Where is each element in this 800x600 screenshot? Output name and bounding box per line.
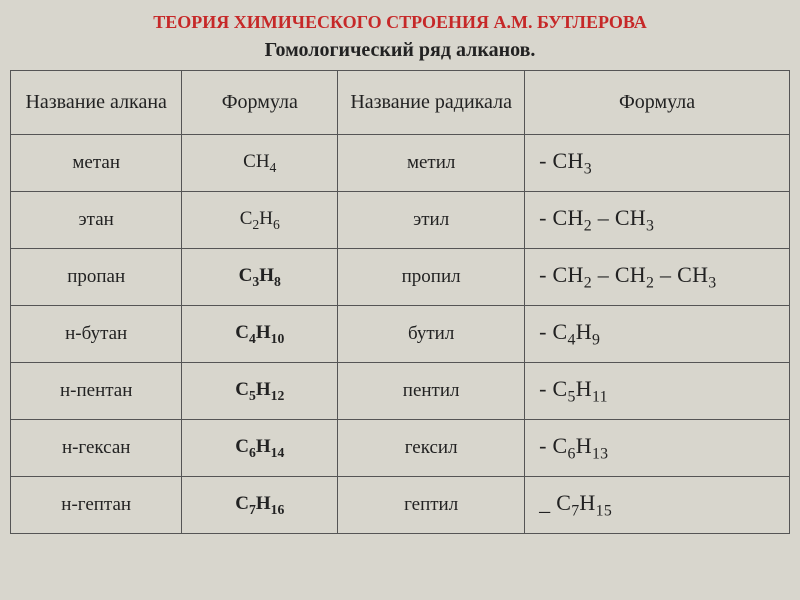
alkane-formula-cell: C2H6 (182, 192, 338, 249)
alkane-formula-cell: C5H12 (182, 363, 338, 420)
header-alkane-name: Название алкана (11, 71, 182, 135)
alkane-formula-cell: C7H16 (182, 477, 338, 534)
radical-formula-cell: - CH2 – CH3 (525, 192, 790, 249)
table-header-row: Название алкана Формула Название радикал… (11, 71, 790, 135)
header-radical-name: Название радикала (338, 71, 525, 135)
radical-formula-cell: - C5H11 (525, 363, 790, 420)
radical-name-cell: гексил (338, 420, 525, 477)
alkane-name-cell: н-пентан (11, 363, 182, 420)
table-row: н-гептанC7H16гептил_ C7H15 (11, 477, 790, 534)
radical-formula-cell: - C6H13 (525, 420, 790, 477)
alkane-name-cell: пропан (11, 249, 182, 306)
page-subtitle: Гомологический ряд алканов. (10, 39, 790, 62)
alkane-name-cell: этан (11, 192, 182, 249)
page-title: ТЕОРИЯ ХИМИЧЕСКОГО СТРОЕНИЯ А.М. БУТЛЕРО… (10, 12, 790, 33)
alkane-formula-cell: C4H10 (182, 306, 338, 363)
table-row: н-бутанC4H10бутил- C4H9 (11, 306, 790, 363)
radical-formula-cell: - C4H9 (525, 306, 790, 363)
radical-name-cell: пентил (338, 363, 525, 420)
radical-name-cell: гептил (338, 477, 525, 534)
alkane-name-cell: н-гептан (11, 477, 182, 534)
radical-formula-cell: _ C7H15 (525, 477, 790, 534)
alkane-formula-cell: C3H8 (182, 249, 338, 306)
alkane-formula-cell: CH4 (182, 135, 338, 192)
table-row: этанC2H6этил- CH2 – CH3 (11, 192, 790, 249)
radical-name-cell: пропил (338, 249, 525, 306)
alkane-name-cell: н-гексан (11, 420, 182, 477)
radical-formula-cell: - CH3 (525, 135, 790, 192)
radical-name-cell: метил (338, 135, 525, 192)
table-row: н-пентанC5H12пентил- C5H11 (11, 363, 790, 420)
radical-formula-cell: - CH2 – CH2 – CH3 (525, 249, 790, 306)
header-radical-formula: Формула (525, 71, 790, 135)
alkane-formula-cell: C6H14 (182, 420, 338, 477)
alkane-name-cell: метан (11, 135, 182, 192)
alkanes-table: Название алкана Формула Название радикал… (10, 70, 790, 534)
radical-name-cell: этил (338, 192, 525, 249)
radical-name-cell: бутил (338, 306, 525, 363)
table-row: н-гексанC6H14гексил- C6H13 (11, 420, 790, 477)
table-row: метанCH4метил- CH3 (11, 135, 790, 192)
table-row: пропанC3H8пропил- CH2 – CH2 – CH3 (11, 249, 790, 306)
header-alkane-formula: Формула (182, 71, 338, 135)
alkane-name-cell: н-бутан (11, 306, 182, 363)
